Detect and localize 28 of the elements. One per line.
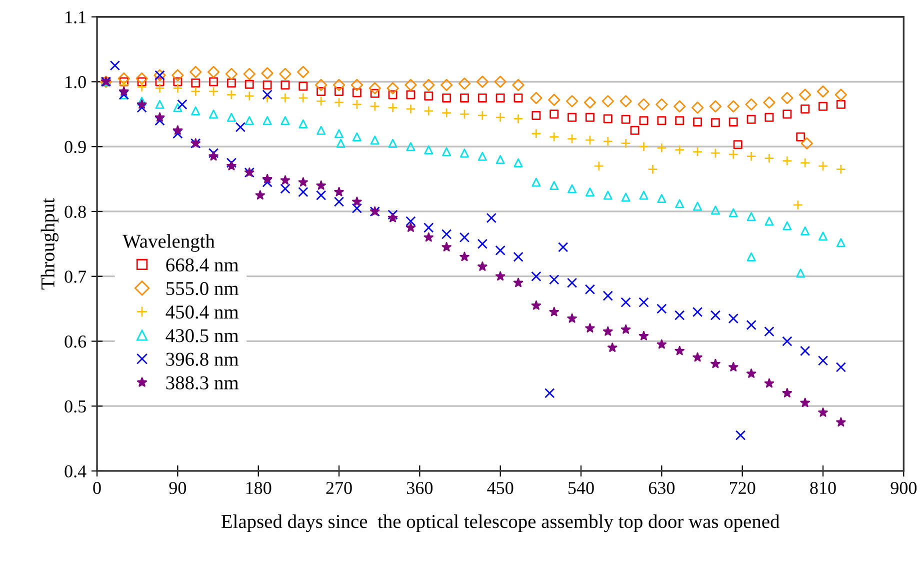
y-tick-label: 0.7 bbox=[64, 270, 86, 283]
x-tick-label: 720 bbox=[730, 482, 756, 494]
y-tick-label: 0.8 bbox=[64, 206, 86, 218]
legend-label: 555.0 nm bbox=[166, 282, 239, 296]
x-tick-label: 360 bbox=[407, 482, 433, 494]
x-tick-label: 810 bbox=[810, 482, 836, 494]
legend-label: 388.3 nm bbox=[166, 376, 239, 390]
y-axis-title: Throughput bbox=[40, 198, 58, 290]
y-tick-label: 1.0 bbox=[66, 76, 86, 88]
legend-label: 430.5 nm bbox=[166, 329, 239, 342]
legend-label: 668.4 nm bbox=[166, 258, 239, 272]
y-tick-label: 0.9 bbox=[64, 140, 86, 154]
x-tick-label: 270 bbox=[326, 482, 352, 494]
x-tick-label: 900 bbox=[890, 482, 917, 494]
legend-label: 450.4 nm bbox=[166, 306, 239, 319]
x-tick-label: 0 bbox=[93, 482, 101, 494]
y-tick-label: 0.6 bbox=[64, 335, 86, 348]
x-tick-label: 630 bbox=[648, 482, 675, 494]
x-tick-label: 180 bbox=[246, 482, 272, 494]
legend-label: 396.8 nm bbox=[166, 352, 239, 366]
y-tick-label: 0.5 bbox=[64, 400, 86, 413]
x-tick-label: 540 bbox=[568, 482, 594, 494]
legend-title: Wavelength bbox=[122, 234, 215, 252]
y-tick-label: 0.4 bbox=[64, 465, 86, 478]
x-axis-title: Elapsed days since the optical telescope assembly top door was opened bbox=[221, 514, 780, 532]
y-tick-label: 1.1 bbox=[66, 11, 86, 24]
x-tick-label: 90 bbox=[169, 482, 186, 494]
x-tick-label: 450 bbox=[487, 482, 514, 494]
